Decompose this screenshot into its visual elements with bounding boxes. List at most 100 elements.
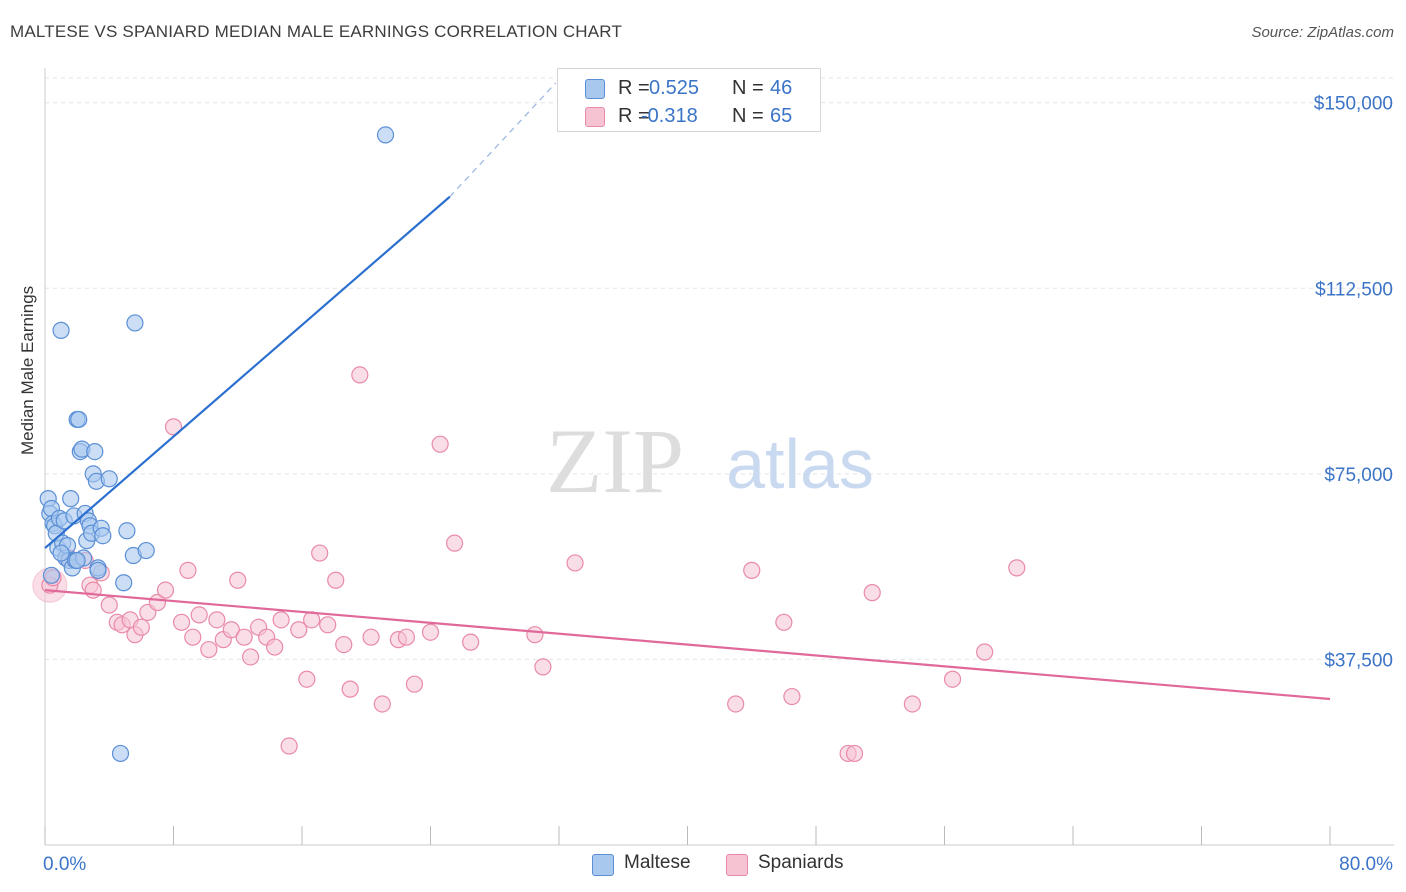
spaniards-point [783, 687, 801, 706]
spaniards-point [863, 584, 881, 602]
maltese-point [126, 314, 144, 332]
spaniards-point [319, 616, 337, 634]
maltese-point [52, 544, 70, 562]
watermark-atlas: atlas [726, 425, 874, 503]
spaniards-point [727, 695, 745, 713]
spaniards-point [743, 561, 761, 579]
grid-layer [45, 77, 1394, 660]
legend-n-value: 46 [770, 77, 793, 99]
maltese-point [62, 490, 80, 508]
spaniards-point [445, 534, 464, 552]
spaniards-point [421, 623, 440, 641]
spaniards-point [341, 680, 359, 698]
legend-row-spaniards: R = -0.318 N = 65 [558, 101, 820, 129]
spaniards-point [100, 596, 118, 614]
maltese-legend-swatch [592, 854, 614, 876]
legend-r-value: -0.318 [641, 105, 698, 127]
legend-row-maltese: R = 0.525 N = 46 [558, 73, 820, 101]
spaniards-point [280, 737, 298, 755]
spaniards-point [405, 675, 424, 693]
spaniards-point [311, 544, 329, 562]
x-tick-label-max: 80.0% [1339, 854, 1393, 875]
maltese-swatch [585, 79, 605, 99]
spaniards-point [132, 618, 150, 636]
spaniards-point [943, 670, 962, 688]
spaniards-point [362, 628, 380, 646]
legend-n-value: 65 [770, 105, 793, 127]
spaniards-point [164, 418, 183, 436]
legend-r-value: 0.525 [649, 77, 700, 99]
spaniards-points [32, 366, 1026, 763]
spaniards-trend-line [44, 589, 1331, 701]
maltese-point [89, 561, 107, 579]
maltese-point [42, 566, 61, 584]
legend-r-label: R = [618, 77, 650, 99]
maltese-point [52, 321, 70, 339]
spaniards-point [266, 638, 284, 656]
maltese-trend-line [44, 195, 451, 549]
spaniards-point [1008, 559, 1026, 577]
spaniards-point [229, 571, 247, 589]
watermark: ZIP atlas [546, 410, 874, 512]
maltese-trend-extension [449, 82, 557, 198]
spaniards-point [566, 554, 584, 572]
spaniards-point [903, 695, 921, 713]
spaniards-point [775, 613, 793, 631]
spaniards-point [156, 581, 175, 599]
spaniards-point [235, 628, 253, 646]
maltese-point [111, 744, 130, 763]
spaniards-point [397, 628, 416, 646]
y-tick-label: $112,500 [1315, 279, 1393, 300]
spaniards-point [462, 633, 480, 651]
spaniards-point [184, 628, 202, 646]
legend-n-label: N = [732, 105, 764, 127]
x-tick-label-min: 0.0% [43, 854, 86, 875]
spaniards-point [242, 648, 260, 666]
maltese-point [115, 574, 133, 592]
y-tick-label: $37,500 [1324, 650, 1393, 671]
tick-labels: $37,500 $75,000 $112,500 $150,000 0.0% 80.0% [43, 94, 1393, 875]
maltese-point [86, 443, 104, 461]
maltese-point [376, 126, 395, 144]
spaniards-point [526, 626, 544, 644]
spaniards-point [200, 640, 218, 659]
watermark-zip: ZIP [546, 410, 684, 512]
spaniards-point [298, 670, 316, 688]
maltese-point [70, 410, 88, 429]
spaniards-point [431, 435, 449, 453]
spaniards-point [290, 621, 308, 639]
axes-layer [44, 68, 1394, 846]
y-tick-label: $150,000 [1314, 94, 1393, 115]
maltese-point [68, 551, 86, 570]
spaniards-swatch [585, 107, 605, 127]
spaniards-point [190, 606, 208, 624]
maltese-point [118, 522, 136, 540]
y-tick-label: $75,000 [1324, 465, 1393, 486]
spaniards-point [351, 366, 369, 384]
spaniards-legend-label: Spaniards [758, 852, 844, 873]
trend-lines [44, 82, 1331, 701]
maltese-point [137, 541, 155, 560]
spaniards-point [208, 611, 226, 629]
legend-r-label: R = [618, 105, 650, 127]
maltese-points [39, 126, 395, 763]
maltese-point [94, 527, 112, 545]
chart-source: Source: ZipAtlas.com [1251, 24, 1394, 41]
spaniards-point [179, 561, 197, 579]
chart-title: MALTESE VS SPANIARD MEDIAN MALE EARNINGS… [10, 22, 623, 41]
spaniards-point [534, 658, 552, 676]
maltese-point [100, 470, 118, 488]
spaniards-point [335, 635, 353, 654]
spaniards-point [172, 613, 191, 631]
spaniards-point [272, 611, 290, 629]
spaniards-point [222, 621, 240, 639]
maltese-legend-label: Maltese [624, 852, 691, 873]
spaniards-point [373, 695, 391, 713]
legend-n-label: N = [732, 77, 764, 99]
spaniards-legend-swatch [726, 854, 748, 876]
spaniards-point [327, 571, 345, 589]
spaniards-point [845, 744, 864, 763]
stats-legend: R = 0.525 N = 46 R = -0.318 N = 65 [557, 68, 821, 132]
spaniards-point [976, 643, 994, 661]
